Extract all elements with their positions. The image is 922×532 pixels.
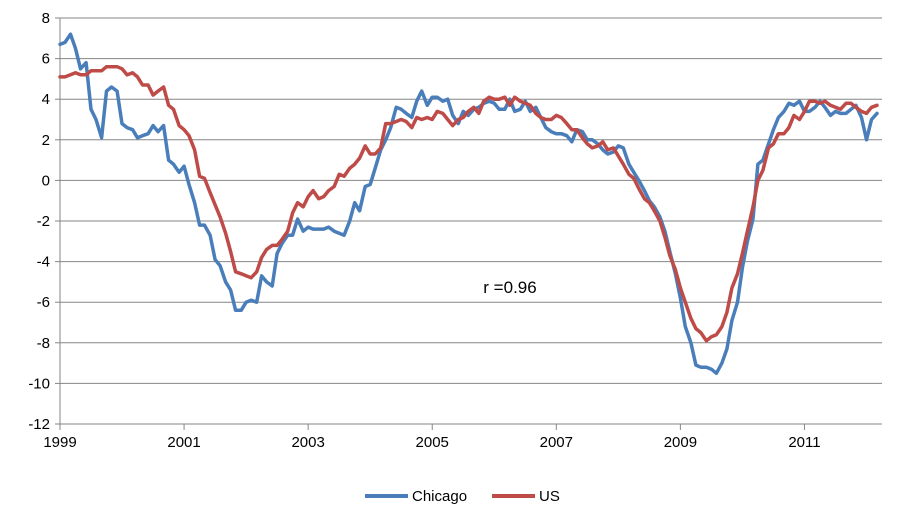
- series-lines: [58, 32, 879, 376]
- y-tick-label: 6: [42, 51, 50, 68]
- x-tick-labels: 1999 2001 2003 2005 2007 2009 2011: [43, 434, 820, 451]
- y-tick-label: -6: [37, 294, 50, 311]
- y-tick-label: 2: [42, 132, 50, 149]
- y-tick-label: -8: [37, 335, 50, 352]
- x-tick-label: 2007: [540, 434, 573, 451]
- y-tick-label: 8: [42, 10, 50, 27]
- y-tick-label: -12: [28, 416, 50, 433]
- x-tick-label: 1999: [43, 434, 76, 451]
- legend: Chicago US: [365, 488, 560, 505]
- y-tick-label: -10: [28, 375, 50, 392]
- y-tick-label: -4: [37, 254, 50, 271]
- series-line-us: [58, 64, 879, 343]
- x-tick-label: 2009: [664, 434, 697, 451]
- x-tick-label: 2001: [167, 434, 200, 451]
- y-tick-label: 0: [42, 172, 50, 189]
- y-tick-label: 4: [42, 91, 50, 108]
- axes: [55, 17, 882, 430]
- x-tick-label: 2005: [416, 434, 449, 451]
- y-tick-labels: 8 6 4 2 0 -2 -4 -6 -8 -10 -12: [28, 10, 50, 433]
- legend-label-us: US: [539, 488, 560, 505]
- legend-label-chicago: Chicago: [412, 488, 467, 505]
- series-line-chicago: [58, 32, 879, 376]
- correlation-annotation: r =0.96: [483, 278, 536, 297]
- x-tick-label: 2003: [291, 434, 324, 451]
- x-tick-label: 2011: [788, 434, 820, 451]
- y-tick-label: -2: [37, 213, 50, 230]
